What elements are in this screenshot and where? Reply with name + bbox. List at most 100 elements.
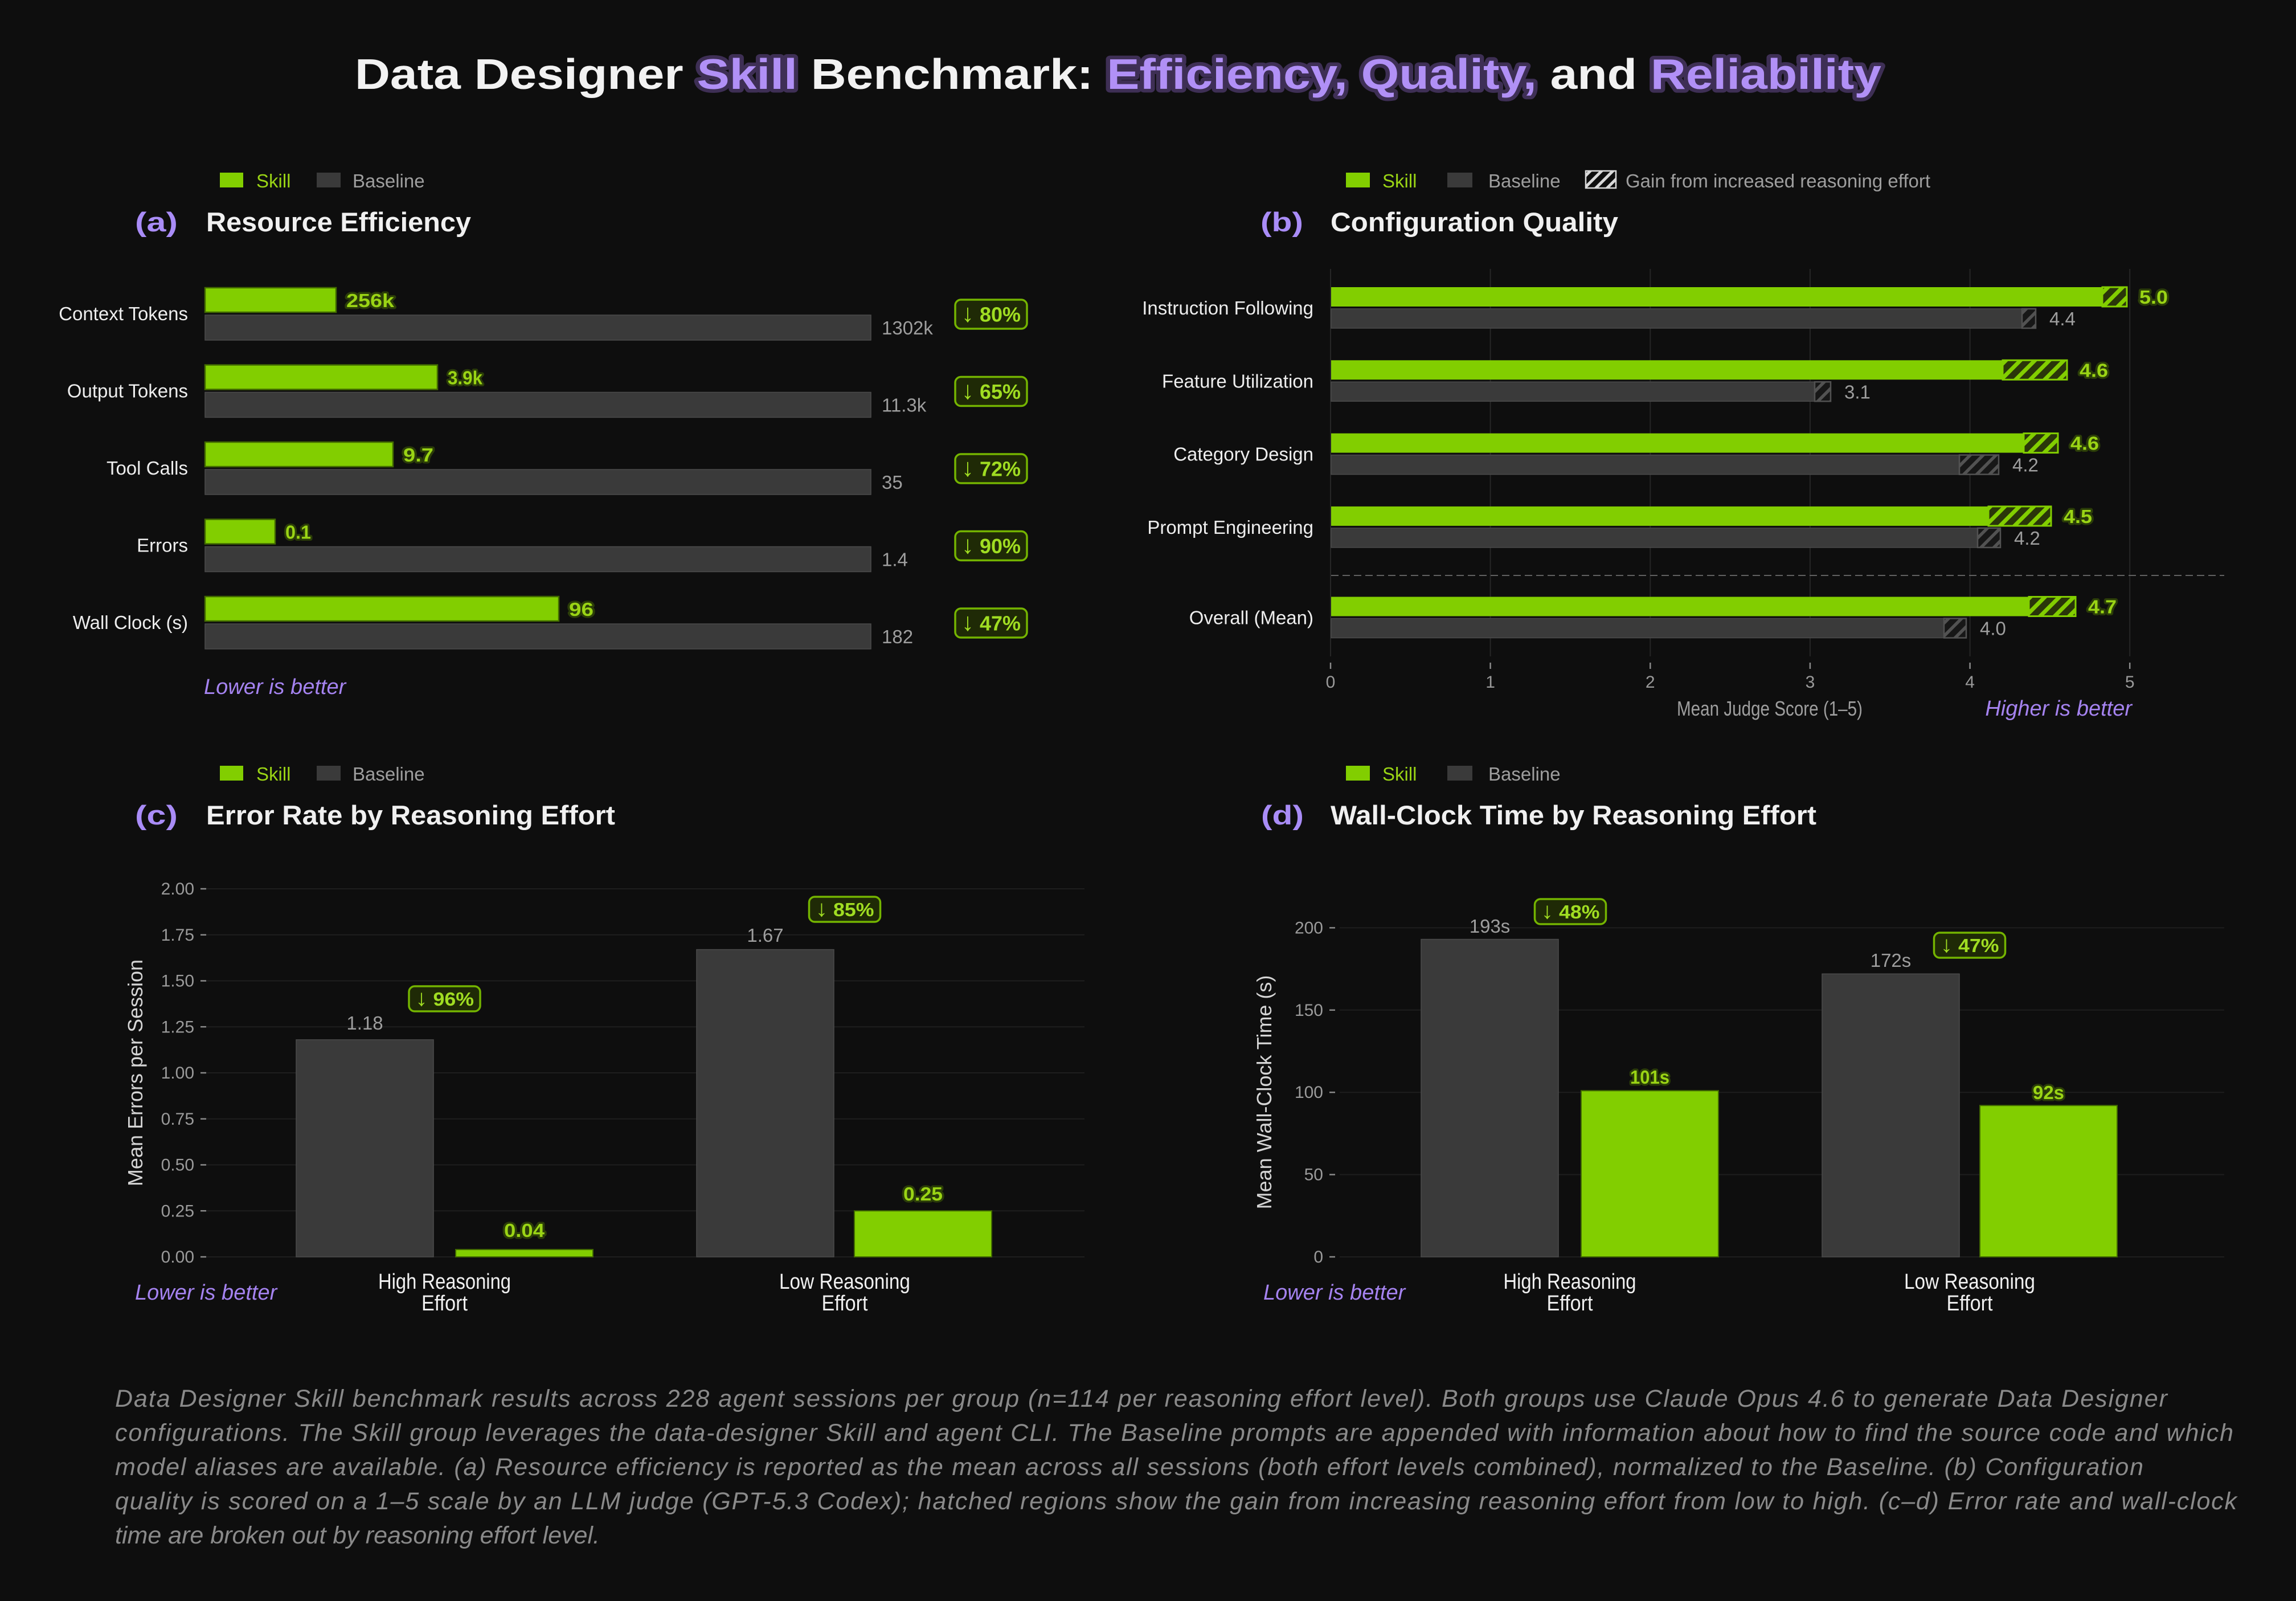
- svg-text:0: 0: [1313, 1248, 1323, 1267]
- svg-text:↓ 72%: ↓ 72%: [961, 454, 1021, 482]
- svg-text:Skill: Skill: [256, 763, 291, 785]
- svg-text:↓ 96%: ↓ 96%: [415, 986, 474, 1011]
- svg-text:Baseline: Baseline: [1488, 170, 1561, 191]
- svg-text:Lower is better: Lower is better: [204, 675, 347, 699]
- svg-text:Output Tokens: Output Tokens: [67, 381, 188, 402]
- svg-text:4.0: 4.0: [1980, 618, 2006, 639]
- svg-text:1.18: 1.18: [346, 1012, 383, 1034]
- svg-text:4.5: 4.5: [2064, 506, 2092, 527]
- svg-text:model aliases are available. (: model aliases are available. (a) Resourc…: [115, 1453, 2143, 1481]
- svg-text:Data Designer Skill Benchmark:: Data Designer Skill Benchmark: Efficienc…: [355, 50, 1881, 98]
- svg-text:↓ 47%: ↓ 47%: [961, 608, 1021, 636]
- svg-text:3.9k: 3.9k: [448, 367, 483, 389]
- svg-text:2.00: 2.00: [161, 880, 194, 898]
- svg-text:↓ 65%: ↓ 65%: [961, 377, 1021, 405]
- svg-text:High Reasoning: High Reasoning: [1504, 1270, 1636, 1294]
- svg-text:(d): (d): [1261, 800, 1304, 830]
- svg-text:Instruction Following: Instruction Following: [1142, 297, 1313, 318]
- svg-text:(a): (a): [135, 207, 178, 237]
- svg-text:35: 35: [882, 472, 903, 493]
- svg-text:5: 5: [2125, 673, 2135, 692]
- svg-text:4.7: 4.7: [2088, 597, 2117, 618]
- svg-text:configurations. The Skill grou: configurations. The Skill group leverage…: [115, 1419, 2233, 1447]
- svg-text:Tool Calls: Tool Calls: [107, 458, 188, 479]
- svg-text:↓ 47%: ↓ 47%: [1941, 932, 1999, 957]
- svg-text:256k: 256k: [346, 290, 395, 311]
- svg-text:Mean Wall-Clock Time (s): Mean Wall-Clock Time (s): [1253, 975, 1276, 1210]
- svg-text:High Reasoning: High Reasoning: [378, 1270, 511, 1294]
- svg-text:Data Designer Skill benchmark: Data Designer Skill benchmark results ac…: [115, 1385, 2168, 1412]
- svg-text:Lower is better: Lower is better: [135, 1281, 278, 1305]
- svg-text:Skill: Skill: [1382, 170, 1417, 191]
- svg-text:Lower is better: Lower is better: [1263, 1281, 1406, 1305]
- svg-text:Mean Judge Score (1–5): Mean Judge Score (1–5): [1677, 697, 1863, 720]
- svg-text:182: 182: [882, 626, 913, 647]
- svg-text:Errors: Errors: [137, 535, 188, 556]
- svg-text:Low Reasoning: Low Reasoning: [779, 1270, 910, 1294]
- svg-text:1.00: 1.00: [161, 1064, 194, 1083]
- svg-text:1302k: 1302k: [882, 317, 933, 338]
- svg-text:Effort: Effort: [1547, 1292, 1593, 1316]
- svg-text:1: 1: [1485, 673, 1495, 692]
- svg-text:Skill: Skill: [256, 170, 291, 191]
- svg-text:1.75: 1.75: [161, 926, 194, 945]
- svg-text:0.50: 0.50: [161, 1156, 194, 1175]
- svg-text:0.1: 0.1: [285, 522, 311, 543]
- svg-text:quality is scored on a 1–5 sca: quality is scored on a 1–5 scale by an L…: [115, 1488, 2238, 1515]
- svg-text:Error Rate by Reasoning Effort: Error Rate by Reasoning Effort: [206, 800, 615, 830]
- svg-text:↓ 90%: ↓ 90%: [961, 531, 1021, 559]
- svg-text:0.00: 0.00: [161, 1248, 194, 1267]
- svg-text:193s: 193s: [1470, 916, 1511, 937]
- svg-text:172s: 172s: [1871, 950, 1912, 971]
- svg-text:0.25: 0.25: [903, 1183, 943, 1204]
- svg-text:101s: 101s: [1630, 1067, 1669, 1088]
- svg-text:100: 100: [1295, 1083, 1323, 1102]
- svg-text:↓ 80%: ↓ 80%: [961, 300, 1021, 328]
- svg-text:92s: 92s: [2033, 1082, 2064, 1103]
- svg-text:Effort: Effort: [822, 1292, 868, 1316]
- svg-text:Context Tokens: Context Tokens: [59, 303, 188, 324]
- svg-text:0.25: 0.25: [161, 1202, 194, 1220]
- svg-text:(c): (c): [135, 800, 178, 830]
- svg-text:9.7: 9.7: [403, 444, 433, 465]
- svg-text:3.1: 3.1: [1844, 381, 1871, 402]
- svg-text:Higher is better: Higher is better: [1985, 697, 2133, 721]
- svg-text:3: 3: [1806, 673, 1815, 692]
- svg-text:4.4: 4.4: [2049, 308, 2076, 329]
- svg-text:Feature Utilization: Feature Utilization: [1162, 370, 1313, 391]
- svg-text:50: 50: [1304, 1166, 1323, 1185]
- svg-text:Prompt Engineering: Prompt Engineering: [1147, 517, 1313, 538]
- svg-text:Baseline: Baseline: [1488, 763, 1561, 785]
- svg-text:Wall-Clock Time by Reasoning E: Wall-Clock Time by Reasoning Effort: [1331, 800, 1816, 830]
- svg-text:time are broken out by reasoni: time are broken out by reasoning effort …: [115, 1522, 600, 1549]
- svg-text:11.3k: 11.3k: [882, 395, 927, 416]
- svg-text:96: 96: [569, 599, 594, 620]
- svg-text:Category Design: Category Design: [1173, 444, 1313, 465]
- svg-text:2: 2: [1646, 673, 1655, 692]
- svg-text:0.75: 0.75: [161, 1110, 194, 1129]
- svg-text:↓ 85%: ↓ 85%: [816, 896, 874, 921]
- svg-text:200: 200: [1295, 918, 1323, 937]
- svg-text:Baseline: Baseline: [353, 763, 425, 785]
- svg-text:Configuration Quality: Configuration Quality: [1331, 207, 1618, 237]
- svg-text:Skill: Skill: [1382, 763, 1417, 785]
- svg-text:4.6: 4.6: [2080, 360, 2108, 381]
- svg-text:Low Reasoning: Low Reasoning: [1904, 1270, 2035, 1294]
- svg-text:150: 150: [1295, 1001, 1323, 1020]
- svg-text:Overall (Mean): Overall (Mean): [1189, 607, 1313, 628]
- svg-text:1.67: 1.67: [747, 925, 783, 946]
- svg-text:1.25: 1.25: [161, 1018, 194, 1036]
- svg-text:4.6: 4.6: [2070, 433, 2099, 454]
- svg-text:1.50: 1.50: [161, 972, 194, 991]
- svg-text:Baseline: Baseline: [353, 170, 425, 191]
- svg-text:Gain from increased reasoning: Gain from increased reasoning effort: [1626, 170, 1930, 191]
- svg-text:0: 0: [1326, 673, 1336, 692]
- svg-text:Effort: Effort: [421, 1292, 468, 1316]
- svg-text:Effort: Effort: [1947, 1292, 1993, 1316]
- svg-text:1.4: 1.4: [882, 549, 908, 570]
- svg-text:5.0: 5.0: [2139, 287, 2168, 308]
- svg-text:Wall Clock (s): Wall Clock (s): [73, 612, 188, 633]
- svg-text:Mean Errors per Session: Mean Errors per Session: [124, 959, 147, 1186]
- svg-text:0.04: 0.04: [504, 1220, 545, 1241]
- svg-text:↓ 48%: ↓ 48%: [1541, 898, 1600, 924]
